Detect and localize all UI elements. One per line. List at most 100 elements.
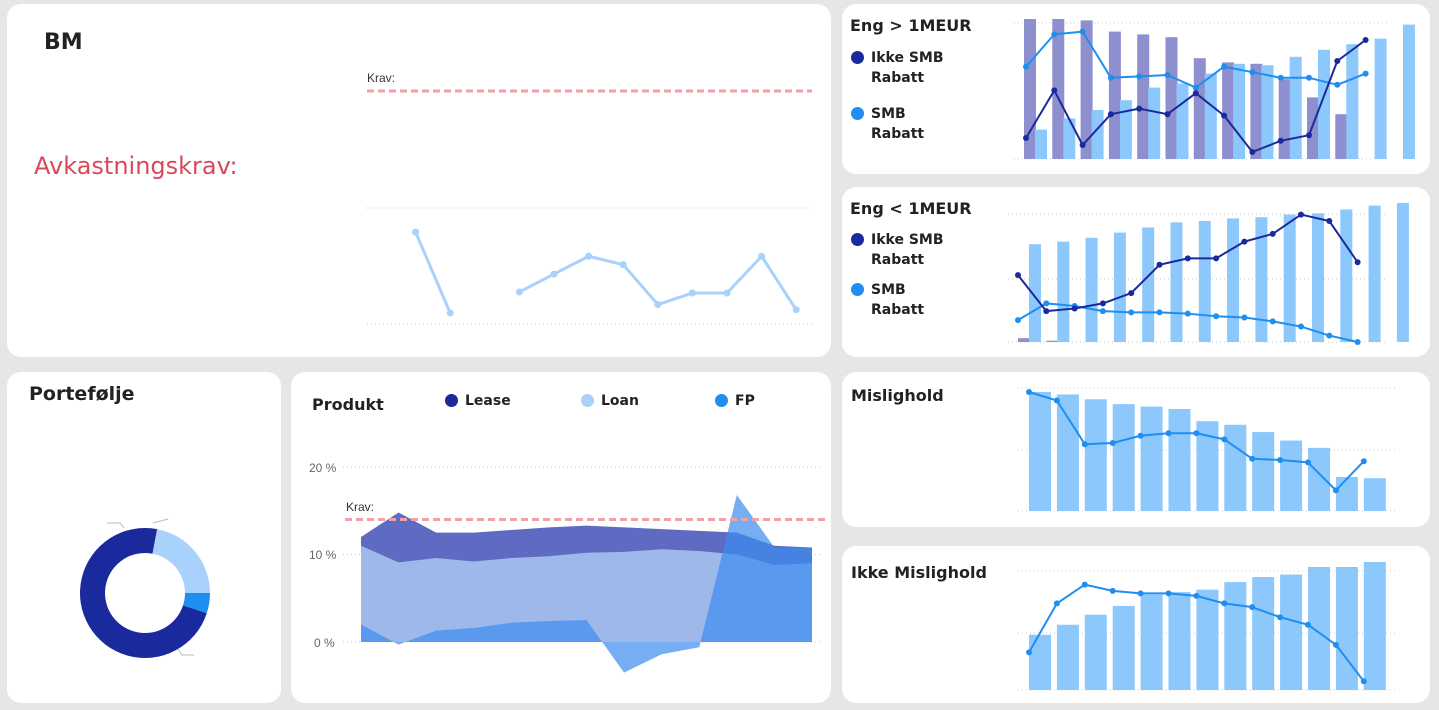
series-point [1109, 440, 1116, 446]
series-point [1326, 332, 1333, 339]
bar [1396, 203, 1409, 342]
bar [1142, 227, 1155, 342]
bar [1224, 582, 1247, 690]
legend-label: SMB Rabatt [871, 106, 925, 142]
bar [1402, 24, 1415, 159]
bar [1250, 63, 1263, 159]
series-point [1107, 111, 1114, 118]
series-point [1079, 142, 1086, 148]
series-point [1053, 600, 1060, 607]
bar [1233, 63, 1246, 159]
bar [1335, 477, 1358, 511]
series-point [1164, 72, 1171, 78]
bar [1227, 218, 1240, 342]
series-point [1332, 487, 1339, 494]
series-point [1221, 63, 1228, 70]
mislighold-card: Mislighold [842, 372, 1430, 527]
bar [1307, 97, 1319, 159]
legend-dot-icon [851, 51, 864, 64]
series-point [1015, 272, 1021, 279]
bar [1252, 577, 1275, 690]
series-point [1184, 255, 1191, 262]
bar [1112, 605, 1135, 690]
series-point [758, 252, 766, 260]
bar [1108, 31, 1121, 160]
legend-item-fp[interactable]: FP [715, 391, 755, 411]
series-point [1354, 259, 1361, 266]
bar [1280, 574, 1303, 690]
bar [1084, 399, 1107, 511]
series-point [723, 289, 731, 297]
series-point [688, 289, 696, 297]
bar [1165, 37, 1178, 160]
bar [1363, 478, 1386, 511]
series-point [1023, 135, 1029, 141]
series-point [1213, 313, 1220, 320]
series-point [1241, 314, 1248, 321]
bar [1308, 447, 1330, 511]
leader-line [152, 518, 169, 524]
bar [1289, 56, 1302, 159]
series-point [1128, 290, 1135, 297]
bar [1046, 340, 1059, 342]
portefolje-donut [80, 518, 210, 658]
legend-item-smb[interactable]: SMB Rabatt [851, 104, 951, 144]
bar [1193, 58, 1206, 160]
bar [1261, 65, 1274, 159]
bar [1198, 221, 1211, 342]
legend-item-loan[interactable]: Loan [581, 391, 639, 411]
bm-krav-label: Krav: [367, 71, 396, 85]
series-point [1043, 300, 1050, 307]
series-point [1249, 455, 1256, 462]
bar [1024, 19, 1036, 159]
bar [1278, 79, 1291, 159]
bar [1280, 440, 1303, 511]
bar [1255, 217, 1268, 342]
series-point [1277, 137, 1284, 144]
bar [1374, 38, 1387, 159]
eng-gt-title: Eng > 1MEUR [850, 16, 972, 35]
legend-item-ikke-smb[interactable]: Ikke SMB Rabatt [851, 230, 951, 270]
legend-item-lease[interactable]: Lease [445, 391, 511, 411]
legend-label: FP [735, 393, 755, 409]
series-point [1306, 74, 1312, 81]
bar [1056, 394, 1079, 511]
portefolje-title: Portefølje [29, 383, 135, 405]
series-point [585, 252, 593, 260]
bar [1018, 338, 1030, 342]
series-point [515, 288, 523, 296]
series-point [654, 301, 662, 309]
series-point [1023, 63, 1029, 70]
bar [1057, 241, 1070, 342]
bar [1140, 406, 1163, 511]
bar [1312, 213, 1324, 342]
bar [1346, 44, 1359, 160]
legend-item-smb[interactable]: SMB Rabatt [851, 280, 951, 320]
series-point [1193, 592, 1200, 599]
series-point [1221, 436, 1228, 443]
series-point [1298, 211, 1304, 218]
legend-label: Ikke SMB Rabatt [871, 232, 944, 268]
bar [1035, 129, 1047, 159]
series-point [1277, 74, 1284, 81]
bar [1052, 19, 1065, 159]
series-point [1136, 73, 1143, 80]
series-point [1269, 230, 1276, 237]
series-point [1026, 649, 1032, 656]
leader-line [107, 522, 125, 529]
series-point [1156, 309, 1163, 316]
series-point [1099, 300, 1106, 307]
leader-line [177, 648, 194, 656]
series-line [414, 231, 452, 314]
series-point [1137, 590, 1144, 597]
produkt-card: Produkt Lease Loan FP 20 % 10 % 0 % Krav… [291, 372, 831, 703]
legend-dot-icon [715, 394, 728, 407]
bar [1168, 592, 1191, 690]
series-point [1249, 604, 1256, 611]
legend-dot-icon [851, 283, 864, 296]
legend-item-ikke-smb[interactable]: Ikke SMB Rabatt [851, 48, 951, 88]
series-point [1305, 621, 1311, 628]
series-point [1137, 432, 1144, 439]
series-point [1053, 397, 1060, 404]
eng-lt-card: Eng < 1MEUR Ikke SMB Rabatt SMB Rabatt [842, 187, 1430, 357]
